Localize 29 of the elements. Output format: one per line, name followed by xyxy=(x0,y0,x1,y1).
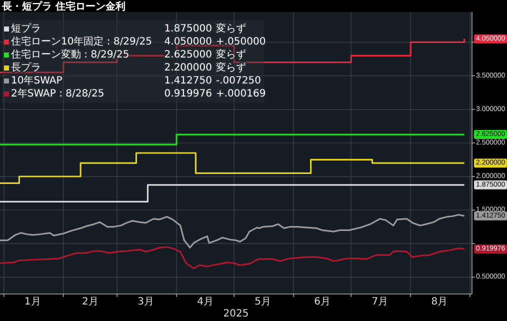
legend-label: 長プラ xyxy=(11,62,41,74)
annotation: +.050000 xyxy=(216,36,266,48)
annotation: 1.412750 xyxy=(164,76,212,86)
annotation: -.007250 xyxy=(216,76,261,86)
annotation: 4.050000 xyxy=(164,36,212,48)
annotation: 2.200000 xyxy=(164,62,212,74)
annotation: +.000169 xyxy=(216,88,266,100)
annotation: 0.919976 xyxy=(164,88,212,100)
x-tick-label: 2月 xyxy=(82,296,98,308)
annotation: 変らず xyxy=(216,22,246,34)
legend-label: 2年SWAP : 8/28/25 xyxy=(11,88,104,100)
x-tick-label: 5月 xyxy=(254,296,272,308)
x-tick-label: 3月 xyxy=(138,296,154,308)
x-tick-label: 1月 xyxy=(24,296,41,308)
chart-title: 長・短プラ 住宅ローン金利 xyxy=(1,0,126,12)
legend-label: 住宅ローン変動 : 8/29/25 xyxy=(11,48,130,60)
annotation: 変らず xyxy=(216,62,246,74)
legend-label: 短プラ xyxy=(11,22,41,34)
x-axis-title: 2025 xyxy=(223,308,249,320)
legend-label: 住宅ローン10年固定 : 8/29/25 xyxy=(11,36,152,48)
x-tick-label: 4月 xyxy=(197,296,214,308)
x-tick-label: 6月 xyxy=(314,296,331,308)
legend-label: 10年SWAP xyxy=(11,74,62,86)
x-tick-label: 8月 xyxy=(431,296,448,308)
x-tick-label: 7月 xyxy=(372,296,388,308)
line-series xyxy=(0,246,466,270)
annotation: 1.875000 xyxy=(164,24,212,34)
annotation: 2.625000 xyxy=(164,50,212,60)
line-series xyxy=(0,214,466,248)
